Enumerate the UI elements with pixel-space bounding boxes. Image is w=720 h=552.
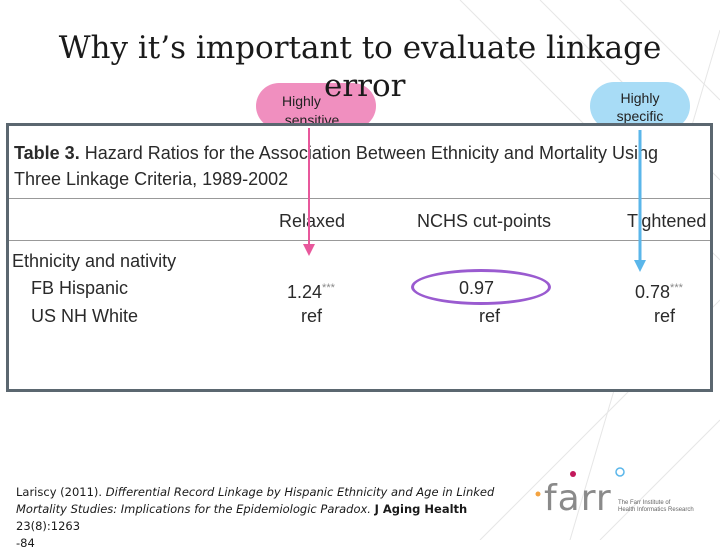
column-header-tightened: Tightened [627, 211, 707, 231]
logo-tagline-line2: Health Informatics Research [618, 507, 694, 513]
row-label: US NH White [31, 306, 139, 326]
table-rule-header [9, 240, 710, 241]
citation-volume: 23(8):1263 [16, 519, 81, 533]
specific-callout-bubble [590, 82, 690, 130]
table-caption-text: Hazard Ratios for the Association Betwee… [84, 143, 658, 163]
column-header-relaxed: Relaxed [279, 211, 346, 231]
cell-relaxed: ref [301, 306, 323, 326]
slide-title-line2: error [324, 68, 406, 104]
highlight-oval [411, 269, 551, 305]
table-caption-line2: Three Linkage Criteria, 1989-2002 [14, 169, 289, 189]
value-relaxed: 1.24 [287, 282, 323, 302]
table-caption: Table 3. Hazard Ratios for the Associati… [14, 140, 704, 192]
citation-journal: J Aging Health [374, 502, 468, 516]
slide-title-line1: Why it’s important to evaluate linkage [58, 30, 662, 66]
cell-nchs: ref [479, 306, 501, 326]
sensitive-callout-line1: Highly [282, 93, 321, 109]
citation-title: Differential Record Linkage by Hispanic … [16, 485, 495, 516]
significance-stars: *** [322, 282, 335, 294]
logo-wordmark: farr [544, 478, 612, 519]
section-label: Ethnicity and nativity [12, 251, 177, 271]
farr-logo: farr The Farr Institute of Health Inform… [535, 467, 694, 519]
sensitive-callout-bubble [256, 83, 376, 129]
citation: Lariscy (2011). Differential Record Link… [16, 484, 528, 552]
column-header-nchs: NCHS cut-points [417, 211, 552, 231]
row-label: FB Hispanic [31, 278, 129, 298]
logo-tagline-line1: The Farr Institute of [618, 500, 671, 506]
specific-callout-line1: Highly [620, 90, 660, 106]
specific-callout-line2: specific [616, 108, 664, 124]
citation-authors: Lariscy (2011). [16, 485, 103, 499]
table-rule-top [9, 198, 710, 199]
cell-relaxed: 1.24*** [287, 277, 335, 303]
significance-stars: *** [670, 282, 683, 294]
cell-tightened: 0.78*** [635, 277, 683, 303]
table-label: Table 3. [14, 143, 80, 163]
cell-tightened: ref [654, 306, 676, 326]
specific-callout-text: Highly specific [590, 89, 690, 125]
table-frame: Table 3. Hazard Ratios for the Associati… [6, 123, 713, 392]
value-tightened: 0.78 [635, 282, 671, 302]
citation-pages: -84 [16, 536, 35, 550]
